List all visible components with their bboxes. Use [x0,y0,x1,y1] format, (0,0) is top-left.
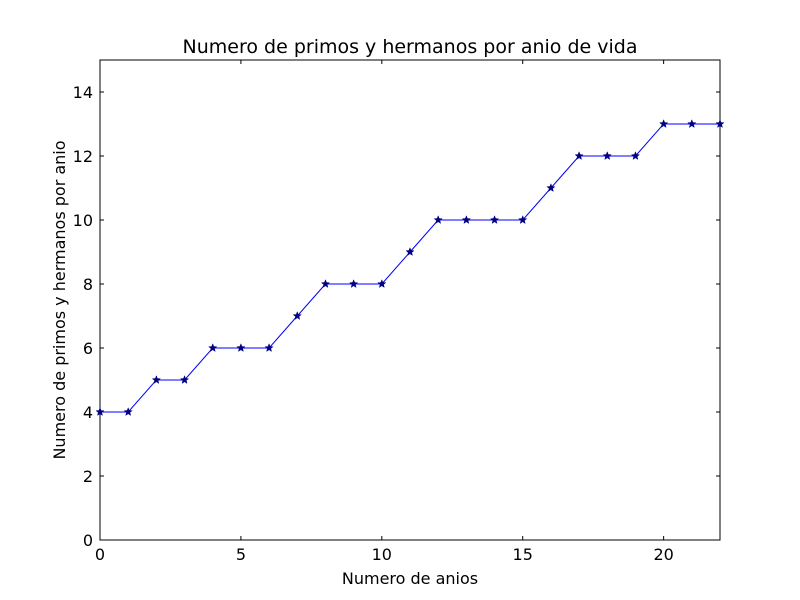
x-tick-label: 15 [513,545,533,564]
data-point-marker [179,375,190,384]
data-point-marker [151,375,162,384]
x-tick-label: 0 [95,545,105,564]
x-tick-label: 10 [372,545,392,564]
y-axis-label: Numero de primos y hermanos por anio [50,140,69,459]
axes-frame [99,59,721,541]
data-point-marker [574,151,584,160]
data-point-marker [687,119,697,128]
y-tick-label: 0 [83,531,93,550]
data-point-marker [320,279,331,288]
data-point-marker [630,151,641,160]
series-markers [95,119,725,416]
x-axis-label: Numero de anios [342,569,478,588]
y-tick-label: 2 [83,467,93,486]
x-tick-label: 5 [236,545,246,564]
data-point-marker [123,407,133,416]
y-tick-label: 12 [73,147,93,166]
y-axis-ticks: 0 2 4 6 8 10 12 14 [73,83,720,550]
x-axis-ticks: 0 5 10 15 20 [95,60,674,564]
data-point-marker [208,343,218,352]
data-point-marker [715,119,725,128]
data-point-marker [348,279,359,288]
data-point-marker [658,119,669,128]
data-point-marker [264,343,274,352]
data-point-marker [518,215,528,224]
data-point-marker [292,311,302,320]
data-point-marker [546,183,556,192]
data-point-marker [405,247,415,256]
y-tick-label: 10 [73,211,93,230]
data-point-marker [489,215,500,224]
data-point-marker [461,215,472,224]
plot-area: 0 5 10 15 20 0 2 4 6 8 10 12 14 [73,59,725,564]
y-tick-label: 6 [83,339,93,358]
y-tick-label: 4 [83,403,93,422]
x-tick-label: 20 [653,545,673,564]
y-tick-label: 14 [73,83,93,102]
y-tick-label: 8 [83,275,93,294]
data-point-marker [433,215,443,224]
chart-title: Numero de primos y hermanos por anio de … [183,36,638,58]
data-point-marker [377,279,387,288]
data-point-marker [236,343,246,352]
data-point-marker [602,151,612,160]
data-point-marker [95,407,105,416]
